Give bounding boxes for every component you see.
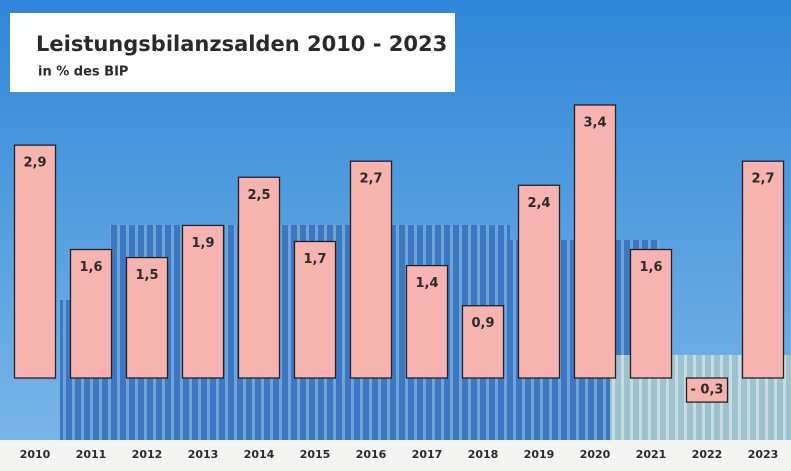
value-label: 3,4 [583,115,606,130]
bar [293,240,337,379]
bar [349,160,393,379]
x-tick-label: 2022 [692,448,723,461]
value-label: 2,7 [359,172,382,187]
value-label: 2,9 [23,156,46,171]
value-label: 0,9 [471,316,494,331]
bar [573,104,617,379]
x-tick-label: 2017 [412,448,443,461]
chart-title: Leistungsbilanzsalden 2010 - 2023 [36,32,447,56]
bar [629,248,673,379]
value-label: - 0,3 [691,383,724,398]
value-label: 2,5 [247,188,270,203]
value-label: 1,9 [191,236,214,251]
x-tick-label: 2018 [468,448,499,461]
title-box [10,13,455,92]
bar [741,160,785,379]
value-label: 1,4 [415,276,438,291]
value-label: 1,5 [135,268,158,283]
x-tick-label: 2016 [356,448,387,461]
x-tick-label: 2013 [188,448,219,461]
value-label: 1,6 [79,260,102,275]
x-tick-label: 2020 [580,448,611,461]
bar [517,184,561,379]
x-tick-label: 2011 [76,448,107,461]
bar [461,305,505,379]
x-tick-label: 2019 [524,448,555,461]
value-label: 2,4 [527,196,550,211]
x-tick-label: 2023 [748,448,779,461]
x-tick-label: 2015 [300,448,331,461]
bar [405,264,449,379]
bar [13,144,57,379]
x-tick-label: 2010 [20,448,51,461]
x-tick-label: 2014 [244,448,275,461]
x-tick-label: 2012 [132,448,163,461]
value-label: 1,6 [639,260,662,275]
bar [69,248,113,379]
bar [685,377,729,403]
chart-subtitle: in % des BIP [38,65,128,80]
bar [237,176,281,379]
footer-band [0,440,791,471]
x-tick-label: 2021 [636,448,667,461]
bar [181,224,225,379]
value-label: 2,7 [751,172,774,187]
bar [125,256,169,379]
value-label: 1,7 [303,252,326,267]
